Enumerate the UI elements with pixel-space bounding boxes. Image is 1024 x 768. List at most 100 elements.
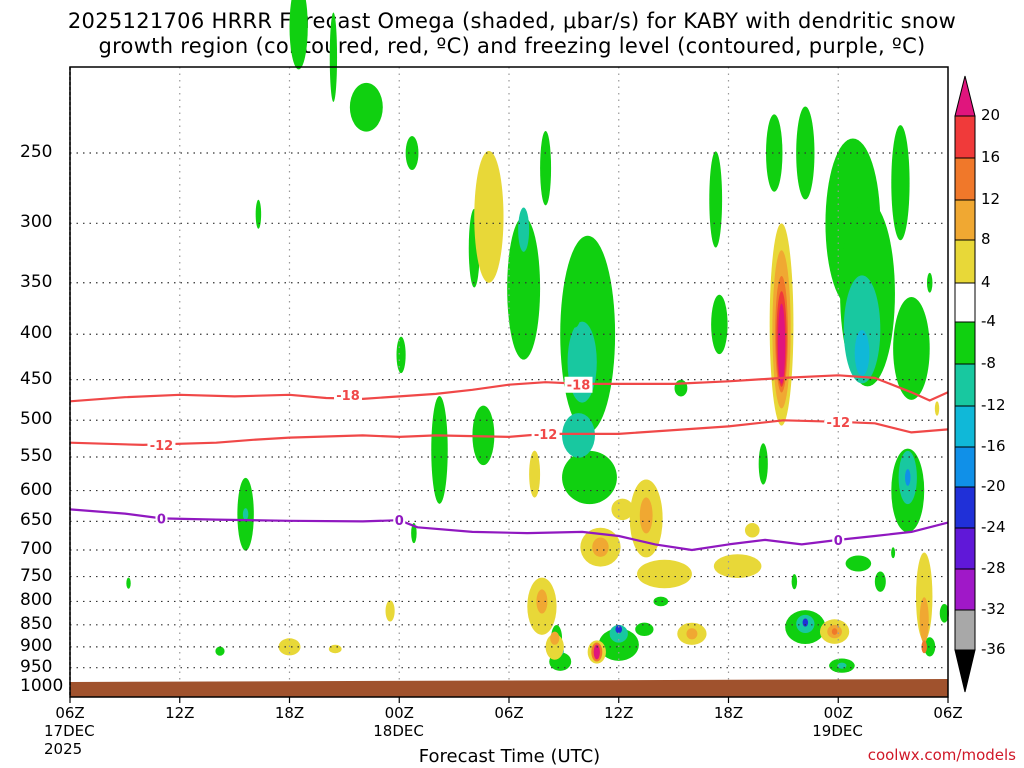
omega-shaded-cell xyxy=(893,297,930,400)
contour-label: -18 xyxy=(567,379,591,394)
colorbar-bin xyxy=(954,446,976,488)
colorbar-label: -36 xyxy=(981,640,1006,658)
omega-shaded-cell xyxy=(518,207,530,252)
x-tick-label: 18Z xyxy=(713,704,744,722)
y-tick-label: 700 xyxy=(20,538,53,559)
y-tick-label: 500 xyxy=(20,409,53,430)
x-tick-label: 06Z xyxy=(933,704,963,722)
omega-shaded-cell xyxy=(921,640,927,654)
omega-shaded-cell xyxy=(791,574,798,590)
contour-line-0 xyxy=(69,508,949,552)
y-tick-label: 800 xyxy=(20,590,53,611)
omega-shaded-cell xyxy=(540,130,552,206)
y-tick-label: 550 xyxy=(20,445,53,466)
omega-shaded-cell xyxy=(891,547,896,559)
omega-shaded-cell xyxy=(653,596,669,607)
site-credit-link[interactable]: coolwx.com/models xyxy=(867,746,1016,764)
colorbar-bin xyxy=(954,239,976,284)
omega-shaded-cell xyxy=(713,554,762,579)
colorbar-label: -20 xyxy=(981,477,1006,495)
x-tick-label: 06Z xyxy=(494,704,524,722)
omega-shaded-cell xyxy=(255,199,262,229)
y-tick-label: 650 xyxy=(20,510,53,531)
y-tick-label: 350 xyxy=(20,271,53,292)
omega-shaded-cell xyxy=(686,628,698,640)
omega-shaded-cell xyxy=(802,618,809,627)
omega-shaded-cell xyxy=(831,628,838,635)
omega-shaded-cell xyxy=(349,82,383,132)
contour-label: 0 xyxy=(834,534,843,549)
colorbar-label: -12 xyxy=(981,396,1006,414)
omega-shaded-cell xyxy=(329,12,338,102)
contour-label: -12 xyxy=(534,428,558,443)
x-axis-label: Forecast Time (UTC) xyxy=(418,746,601,767)
contour-label-bg xyxy=(531,425,560,442)
omega-shaded-cell xyxy=(711,294,728,355)
omega-shaded-cell xyxy=(874,571,886,592)
omega-shaded-cell xyxy=(328,644,342,654)
x-date-label: 2025 xyxy=(44,740,83,758)
y-tick-label: 450 xyxy=(20,368,53,389)
colorbar-bin xyxy=(954,363,976,407)
chart-title-line-1: 2025121706 HRRR Forecast Omega (shaded, … xyxy=(67,9,957,33)
colorbar-label: -32 xyxy=(981,600,1006,618)
omega-shaded-cell xyxy=(474,150,504,283)
omega-shaded-cell xyxy=(550,631,560,645)
colorbar-bin xyxy=(954,568,976,611)
omega-shaded-cell xyxy=(843,275,881,384)
contour-label: -12 xyxy=(150,439,174,454)
omega-shaded-cell xyxy=(545,634,564,660)
colorbar-bin xyxy=(954,486,976,529)
omega-shaded-cell xyxy=(562,450,617,505)
omega-shaded-cell xyxy=(934,401,940,416)
chart-title-line-2: growth region (contoured, red, ºC) and f… xyxy=(98,34,926,58)
omega-shaded-cell xyxy=(926,272,933,293)
omega-shaded-cell xyxy=(744,522,760,538)
omega-shaded-cell xyxy=(939,603,949,623)
colorbar-bin xyxy=(954,282,976,323)
colorbar-label: -8 xyxy=(981,354,996,372)
colorbar-label: 16 xyxy=(981,148,1001,166)
x-tick-label: 12Z xyxy=(604,704,634,722)
colorbar-label: 20 xyxy=(981,106,1001,124)
omega-shaded-cell xyxy=(635,622,654,637)
y-tick-label: 750 xyxy=(20,565,53,586)
x-tick-label: 00Z xyxy=(384,704,414,722)
colorbar-label: -4 xyxy=(981,312,996,330)
colorbar-bin xyxy=(954,321,976,365)
colorbar-top-arrow xyxy=(954,75,976,117)
omega-shaded-cell xyxy=(405,136,419,171)
x-tick-label: 06Z xyxy=(55,704,85,722)
colorbar-bin xyxy=(954,609,976,651)
contour-label: -12 xyxy=(827,416,851,431)
omega-shaded-cell xyxy=(289,0,308,70)
omega-shaded-cell xyxy=(536,589,548,614)
colorbar-label: 8 xyxy=(981,230,991,248)
y-tick-label: 250 xyxy=(20,142,53,163)
omega-shaded-cell xyxy=(385,600,395,622)
y-tick-label: 600 xyxy=(20,479,53,500)
contour-label: 0 xyxy=(395,514,404,529)
x-tick-label: 00Z xyxy=(823,704,853,722)
y-tick-label: 900 xyxy=(20,635,53,656)
contour-label-bg xyxy=(393,512,406,529)
contour-line--18 xyxy=(69,374,949,403)
contour-label-bg xyxy=(832,531,845,548)
omega-shaded-cell xyxy=(615,625,623,634)
omega-shaded-cell xyxy=(845,555,872,572)
omega-shaded-cell xyxy=(919,597,929,644)
contour-label-bg xyxy=(564,376,593,393)
colorbar-bin xyxy=(954,527,976,570)
colorbar-label: -24 xyxy=(981,518,1006,536)
omega-shaded-cell xyxy=(639,497,653,534)
omega-shaded-cell xyxy=(126,577,131,589)
omega-shaded-cell xyxy=(562,413,595,458)
colorbar-bottom-arrow xyxy=(954,649,976,693)
x-date-label: 19DEC xyxy=(812,722,863,740)
colorbar-label: -16 xyxy=(981,437,1006,455)
omega-shaded-cell xyxy=(637,559,692,589)
omega-shaded-cell xyxy=(592,537,609,557)
omega-shaded-cell xyxy=(598,628,639,661)
y-tick-label: 950 xyxy=(20,656,53,677)
